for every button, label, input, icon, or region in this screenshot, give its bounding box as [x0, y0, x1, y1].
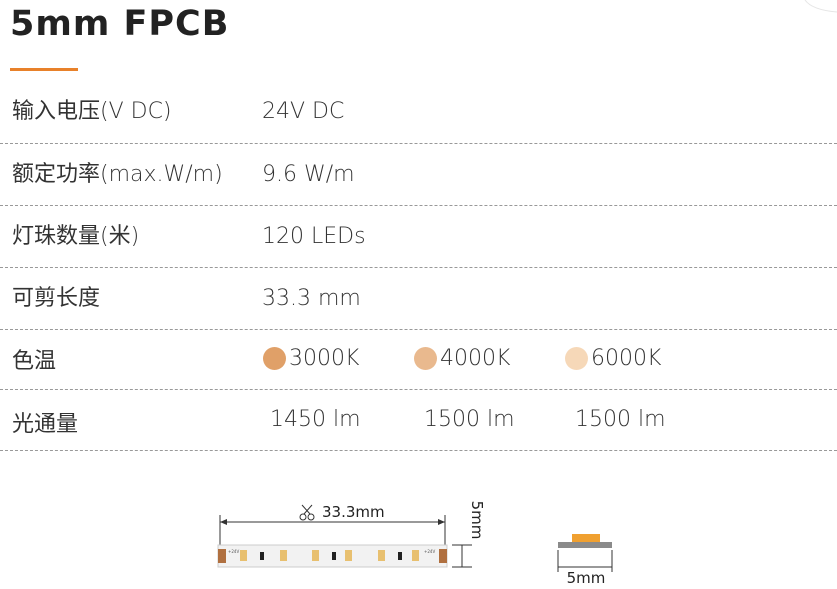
led — [240, 550, 247, 561]
side-board — [558, 542, 612, 548]
row-separator — [0, 143, 837, 144]
color-temp: 6000K — [591, 346, 662, 371]
title: 5mm FPCB — [10, 4, 230, 44]
cut-length: 33.3mm — [322, 503, 385, 521]
scissors-icon — [299, 504, 315, 521]
color-temp: 3000K — [289, 346, 360, 371]
width-label: 5mm — [468, 501, 486, 540]
led — [345, 550, 352, 561]
spec-value: 33.3 mm — [262, 286, 361, 311]
row-separator — [0, 329, 837, 330]
spec-value: 120 LEDs — [262, 224, 366, 249]
spec-label: 灯珠数量(米) — [12, 224, 140, 249]
color-swatch — [263, 347, 286, 370]
resistor — [332, 552, 336, 560]
spec-label: 输入电压(V DC) — [12, 99, 172, 124]
led — [280, 550, 287, 561]
spec-label: 光通量 — [12, 412, 79, 437]
color-temp: 4000K — [440, 346, 511, 371]
side-width-label: 5mm — [567, 569, 606, 587]
row-separator — [0, 450, 837, 451]
flux-value: 1450 lm — [270, 407, 361, 432]
resistor — [260, 552, 264, 560]
flux-value: 1500 lm — [575, 407, 666, 432]
side-led — [572, 534, 600, 542]
pad-label: +24V — [228, 549, 239, 554]
spec-value: 9.6 W/m — [262, 162, 355, 187]
pad — [218, 549, 226, 563]
flux-value: 1500 lm — [424, 407, 515, 432]
leds — [240, 550, 419, 561]
row-separator — [0, 267, 837, 268]
card-edge — [804, 0, 837, 13]
spec-label: 色温 — [12, 349, 57, 374]
spec-label: 可剪长度 — [12, 286, 101, 311]
led — [378, 550, 385, 561]
led — [312, 550, 319, 561]
color-swatch — [414, 347, 437, 370]
resistor — [398, 552, 402, 560]
pad-label: +24V — [424, 549, 435, 554]
title-underline — [10, 68, 78, 71]
spec-value: 24V DC — [262, 99, 345, 124]
pad — [439, 549, 447, 563]
spec-label: 额定功率(max.W/m) — [12, 162, 223, 187]
row-separator — [0, 389, 837, 390]
color-swatch — [565, 347, 588, 370]
row-separator — [0, 205, 837, 206]
led — [412, 550, 419, 561]
